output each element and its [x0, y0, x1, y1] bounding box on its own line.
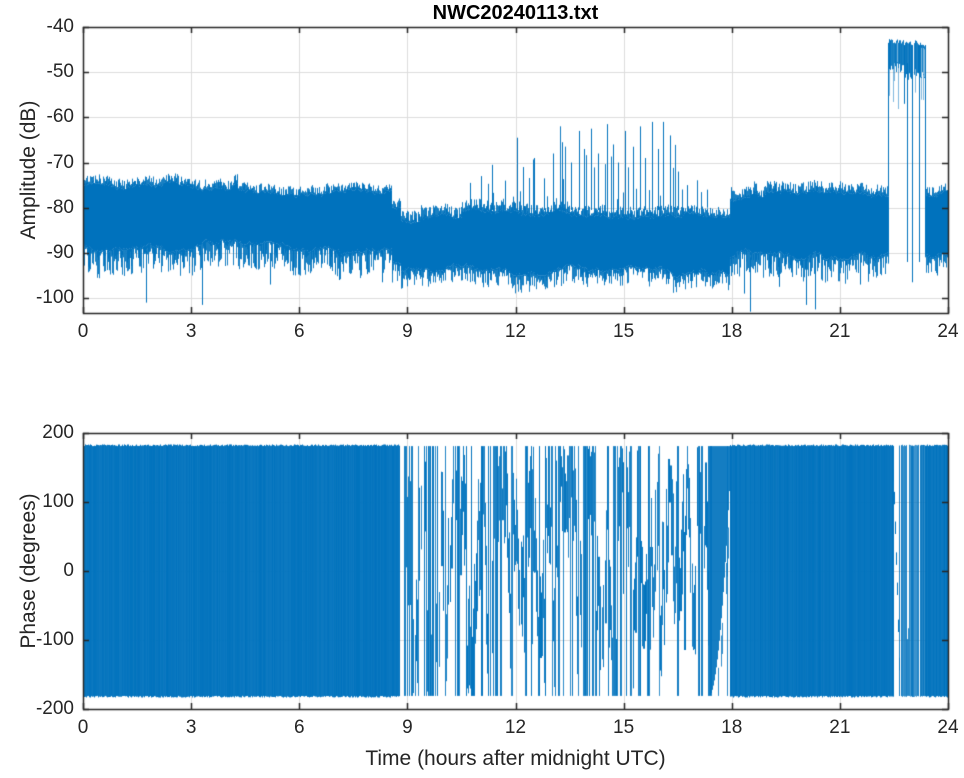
amplitude-y-tick-label: -40 — [46, 16, 74, 37]
phase-y-tick-label: -100 — [35, 629, 74, 650]
phase-y-tick-label: 100 — [42, 491, 74, 512]
amplitude-x-tick-label: 24 — [937, 321, 959, 342]
time-x-axis-label: Time (hours after midnight UTC) — [365, 747, 666, 770]
phase-x-tick-label: 21 — [829, 717, 851, 738]
phase-x-tick-label: 12 — [504, 717, 527, 738]
amplitude-y-tick-label: -100 — [35, 287, 74, 309]
amplitude-y-tick-label: -50 — [46, 61, 74, 83]
phase-x-tick-label: 3 — [185, 717, 197, 738]
amplitude-y-tick-label: -70 — [46, 151, 74, 173]
plot-title: NWC20240113.txt — [432, 2, 599, 24]
phase-x-tick-label: 0 — [77, 717, 89, 738]
amplitude-x-tick-label: 18 — [721, 321, 743, 342]
amplitude-x-tick-label: 6 — [293, 321, 305, 342]
phase-y-tick-label: 200 — [42, 422, 74, 443]
amplitude-x-tick-label: 15 — [613, 321, 635, 342]
amplitude-x-tick-label: 12 — [504, 321, 527, 342]
amplitude-y-tick-label: -80 — [46, 196, 74, 218]
amplitude-y-tick-label: -60 — [46, 106, 74, 128]
phase-y-tick-label: 0 — [63, 560, 74, 581]
phase-x-tick-label: 18 — [721, 717, 743, 738]
phase-x-tick-label: 24 — [937, 717, 959, 738]
phase-x-tick-label: 6 — [293, 717, 305, 738]
phase-y-tick-label: -200 — [35, 698, 74, 719]
amplitude-x-tick-label: 9 — [402, 321, 413, 342]
amplitude-y-tick-label: -90 — [46, 241, 74, 263]
amplitude-x-tick-label: 3 — [185, 321, 197, 342]
phase-x-tick-label: 15 — [613, 717, 635, 738]
amplitude-x-tick-label: 21 — [829, 321, 851, 342]
amplitude-x-tick-label: 0 — [77, 321, 89, 342]
phase-x-tick-label: 9 — [402, 717, 413, 738]
